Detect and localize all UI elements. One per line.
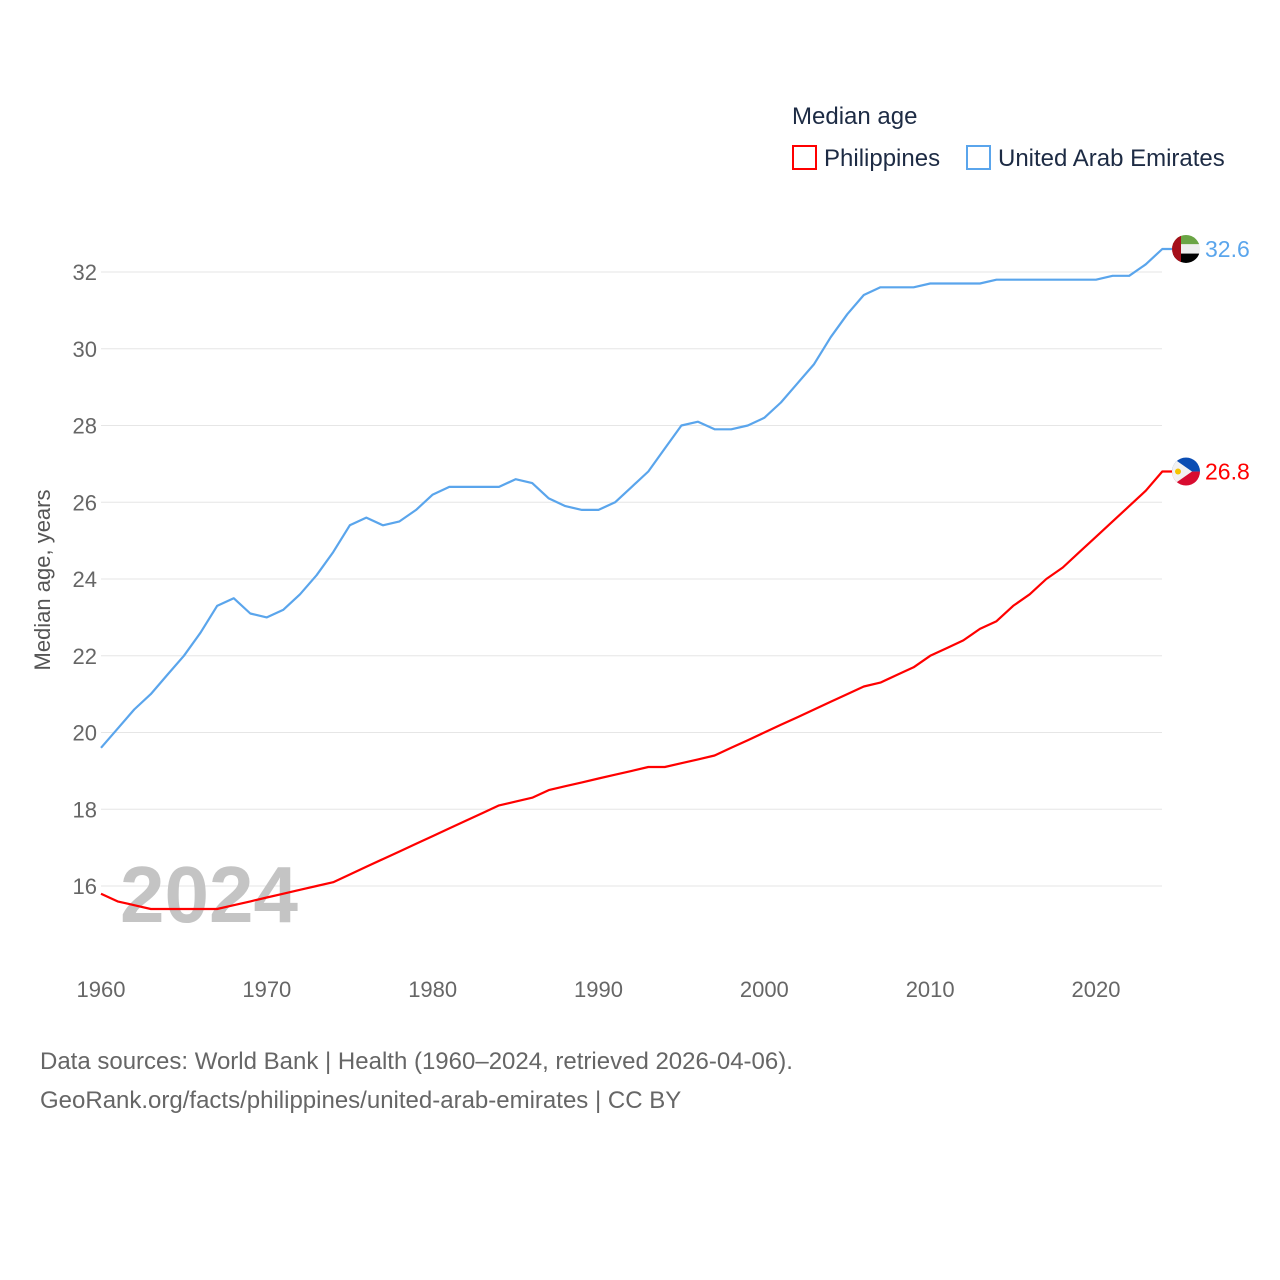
x-tick-label: 1960 [77,977,126,1002]
y-tick-label: 20 [73,721,97,746]
series-line-uae[interactable] [100,247,1173,749]
y-tick-label: 26 [73,490,97,515]
x-tick-label: 2000 [740,977,789,1002]
legend-item-philippines[interactable]: Philippines [792,145,940,172]
end-value-label: 32.6 [1205,236,1250,262]
x-axis-ticks: 1960 1970 1980 1990 2000 2010 2020 [77,977,1121,1002]
legend: Median age Philippines United Arab Emira… [792,103,1225,172]
x-tick-label: 2010 [906,977,955,1002]
x-tick-label: 2020 [1072,977,1121,1002]
series-lines [100,247,1173,911]
y-tick-label: 24 [73,567,97,592]
series-end-markers: 26.8 32.6 [1172,234,1250,486]
gridlines [101,271,1162,887]
y-axis-ticks: 16 18 20 22 24 26 28 30 32 [73,260,97,899]
legend-swatch-uae [966,145,991,170]
y-tick-label: 22 [73,644,97,669]
source-line-2[interactable]: GeoRank.org/facts/philippines/united-ara… [40,1087,681,1114]
y-tick-label: 18 [73,797,97,822]
x-tick-label: 1980 [408,977,457,1002]
uae-flag-icon [1172,234,1200,263]
year-watermark: 2024 [120,850,298,939]
end-value-label: 26.8 [1205,459,1250,485]
x-tick-label: 1970 [242,977,291,1002]
legend-item-uae[interactable]: United Arab Emirates [966,145,1225,172]
x-tick-label: 1990 [574,977,623,1002]
y-tick-label: 28 [73,414,97,439]
y-tick-label: 32 [73,260,97,285]
y-tick-label: 30 [73,337,97,362]
y-axis-label: Median age, years [30,490,55,671]
philippines-flag-icon [1172,457,1200,486]
source-line-1: Data sources: World Bank | Health (1960–… [40,1048,793,1075]
legend-title: Median age [792,103,917,130]
legend-swatch-philippines [792,145,817,170]
legend-label-uae: United Arab Emirates [998,145,1225,172]
y-tick-label: 16 [73,874,97,899]
series-line-philippines[interactable] [100,470,1173,911]
legend-label-philippines: Philippines [824,145,940,172]
